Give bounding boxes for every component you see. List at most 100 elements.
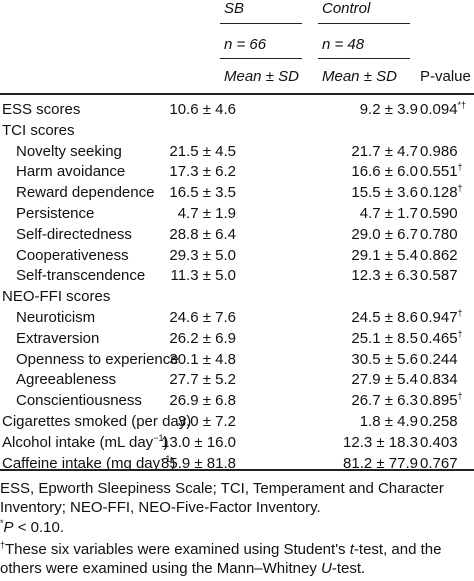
table-row: Caffeine intake (mg day−1) 85.9 ± 81.8 81.… [0, 454, 474, 473]
header-pvalue: P-value [420, 68, 471, 85]
row-label-text: Openness to experience [16, 350, 179, 368]
row-label: NEO-FFI scores [2, 287, 110, 306]
cell-control-mean-sd: 15.5 ± 3.6 [351, 184, 418, 202]
footnote-tests-text-d: -test. [331, 560, 366, 577]
p-value-footnote-mark: † [457, 391, 463, 402]
cell-control-mean-sd: 29.0 ± 6.7 [351, 225, 418, 243]
header-rule-n-control [318, 58, 410, 59]
header-rule-sb [220, 23, 302, 24]
row-label-end: ) [170, 454, 176, 472]
table-row: TCI scores [0, 121, 474, 140]
cell-sb-mean-sd: 16.5 ± 3.5 [169, 184, 236, 202]
table-row: Agreeableness 27.7 ± 5.2 27.9 ± 5.4 0.834 [0, 370, 474, 389]
cell-p-value: 0.947† [420, 308, 463, 327]
footnote-significance: *P < 0.10. [0, 518, 474, 537]
cell-control-mean-sd: 21.7 ± 4.7 [351, 142, 418, 160]
row-label: Conscientiousness [16, 391, 142, 410]
header-stat-control: Mean ± SD [322, 68, 397, 85]
header-stat-sb: Mean ± SD [224, 68, 299, 85]
header-group-sb: SB [224, 0, 245, 17]
cell-control-mean-sd: 25.1 ± 8.5 [351, 329, 418, 347]
p-value-text: 0.590 [420, 205, 458, 222]
table-row: Alcohol intake (mL day−1) 13.0 ± 16.0 12.3… [0, 433, 474, 452]
cell-control-mean-sd: 30.5 ± 5.6 [351, 350, 418, 368]
cell-sb-mean-sd: 85.9 ± 81.8 [161, 454, 236, 472]
header-rule-n-sb [220, 58, 302, 59]
cell-sb-mean-sd: 13.0 ± 16.0 [161, 433, 236, 451]
p-value-text: 0.780 [420, 225, 458, 243]
cell-sb-mean-sd: 10.6 ± 4.6 [169, 101, 236, 118]
p-value-text: 0.094 [420, 101, 458, 118]
row-label-text: Conscientiousness [16, 392, 142, 410]
cell-sb-mean-sd: 11.3 ± 5.0 [170, 267, 236, 285]
row-label: TCI scores [2, 121, 75, 140]
cell-p-value: 0.834 [420, 370, 458, 389]
footnote-sig-text: < 0.10. [13, 519, 64, 536]
cell-sb-mean-sd: 27.7 ± 5.2 [169, 371, 236, 389]
cell-control-mean-sd: 4.7 ± 1.7 [359, 205, 418, 222]
footnote-abbrev-line1: ESS, Epworth Sleepiness Scale; TCI, Temp… [0, 480, 444, 497]
p-value-text: 0.551 [420, 163, 458, 181]
header-rule-control [318, 23, 410, 24]
footnote-dagger-mark: † [0, 540, 6, 550]
row-label: Self-directedness [16, 225, 132, 244]
p-value-text: 0.986 [420, 142, 458, 160]
table-row: Self-directedness 28.8 ± 6.4 29.0 ± 6.7 0.7… [0, 225, 474, 244]
cell-control-mean-sd: 26.7 ± 6.3 [351, 392, 418, 410]
p-value-footnote-mark: † [457, 183, 463, 194]
row-label-text: TCI scores [2, 121, 75, 139]
p-value-text: 0.862 [420, 246, 458, 264]
cell-p-value: 0.244 [420, 350, 458, 369]
row-label: Cigarettes smoked (per day) [2, 412, 191, 431]
table-row: Cigarettes smoked (per day) 3.0 ± 7.2 1.8 … [0, 412, 474, 431]
table-header-rule [0, 93, 474, 95]
row-label: Cooperativeness [16, 246, 129, 265]
p-value-text: 0.403 [420, 433, 458, 451]
footnote-tests-text-c: others were examined using the Mann–Whit… [0, 560, 322, 577]
cell-p-value: 0.780 [420, 225, 458, 244]
table-row: Novelty seeking 21.5 ± 4.5 21.7 ± 4.7 0.986 [0, 142, 474, 161]
row-label-text: Novelty seeking [16, 142, 122, 160]
footnote-tests: †These six variables were examined using… [0, 540, 474, 578]
footnote-tests-text-b: -test, and the [353, 541, 442, 558]
cell-p-value: 0.587 [420, 266, 458, 285]
cell-sb-mean-sd: 26.2 ± 6.9 [169, 329, 236, 347]
row-label-text: NEO-FFI scores [2, 288, 111, 306]
table-row: Openness to experience 30.1 ± 4.8 30.5 ± 5… [0, 350, 474, 369]
header-n-control: n = 48 [322, 36, 365, 53]
p-value-text: 0.465 [420, 329, 458, 347]
row-label-end: ) [163, 433, 169, 451]
row-label-superscript: −1 [160, 453, 171, 464]
table-row: Self-transcendence 11.3 ± 5.0 12.3 ± 6.3 0.… [0, 266, 474, 285]
cell-sb-mean-sd: 4.7 ± 1.9 [177, 205, 236, 222]
table-row: NEO-FFI scores [0, 287, 474, 306]
table-row: Persistence 4.7 ± 1.9 4.7 ± 1.7 0.590 [0, 204, 474, 223]
row-label: Harm avoidance [16, 162, 125, 181]
p-value-text: 0.587 [420, 267, 458, 285]
row-label-text: Harm avoidance [16, 163, 126, 181]
row-label-text: Cooperativeness [16, 246, 129, 264]
cell-control-mean-sd: 27.9 ± 5.4 [351, 371, 418, 389]
cell-control-mean-sd: 12.3 ± 18.3 [343, 433, 418, 451]
cell-p-value: 0.094*† [420, 100, 466, 119]
row-label-text: Agreeableness [16, 371, 117, 389]
cell-p-value: 0.895† [420, 391, 463, 410]
row-label-text: Cigarettes smoked (per day) [2, 413, 192, 430]
p-value-footnote-mark: † [457, 308, 463, 318]
cell-control-mean-sd: 1.8 ± 4.9 [359, 413, 418, 430]
table-row: Reward dependence 16.5 ± 3.5 15.5 ± 3.6 0.1… [0, 183, 474, 202]
cell-sb-mean-sd: 17.3 ± 6.2 [169, 163, 236, 181]
cell-p-value: 0.128† [420, 183, 463, 202]
footnote-tests-line1: †These six variables were examined using… [0, 540, 474, 559]
p-value-text: 0.947 [420, 309, 458, 326]
cell-p-value: 0.403 [420, 433, 458, 452]
table-row: Extraversion 26.2 ± 6.9 25.1 ± 8.5 0.465† [0, 329, 474, 348]
p-value-text: 0.895 [420, 392, 458, 410]
cell-control-mean-sd: 9.2 ± 3.9 [359, 101, 418, 118]
row-label-text: Caffeine intake (mg day [2, 454, 161, 472]
row-label-superscript: −1 [153, 432, 164, 443]
header-group-control: Control [322, 0, 371, 17]
row-label-text: Alcohol intake (mL day [2, 433, 154, 451]
footnote-sig-mark: * [0, 518, 4, 528]
p-value-text: 0.834 [420, 371, 458, 389]
